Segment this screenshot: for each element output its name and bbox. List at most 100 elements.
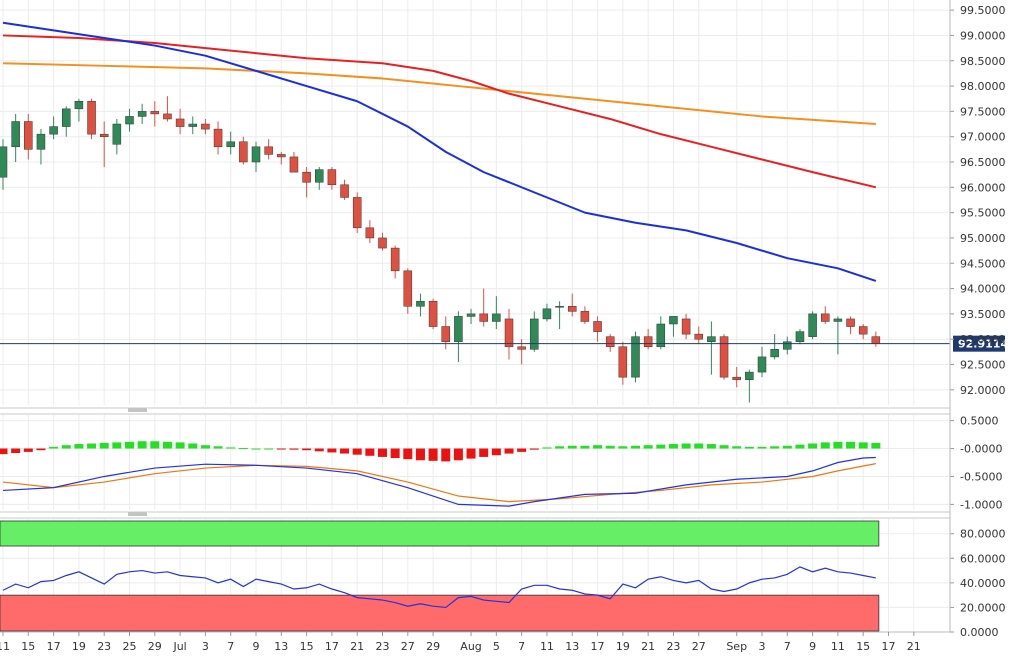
macd-histogram [0,441,881,462]
candle-body [871,336,881,344]
candle-body [466,313,476,317]
candle-body [707,336,716,342]
histogram-bar [795,444,805,449]
candle-body [656,323,666,348]
histogram-bar [428,448,438,461]
candle-body [669,316,678,325]
y-tick-label: 99.5000 [960,4,1006,17]
histogram-bar [175,442,185,449]
candle-body [226,141,235,148]
candle-body [365,227,375,239]
candle-body [504,318,514,348]
candle-body [302,171,311,183]
candle-body [188,123,197,127]
last-price-tag: 92.9114 [953,335,1008,352]
candle-body [99,133,109,137]
candle-body [428,300,438,327]
x-tick-label: 7 [784,640,791,653]
time-axis-ticks[interactable]: 11 15 17 19 23 25 29 Jul 3 7 9 13 15 17 21 23 27 29 Aug 5 7 1… [0,632,921,653]
y-tick-label: 92.0000 [960,384,1006,397]
x-tick-label: 11 [540,640,554,653]
candle-body [251,146,261,163]
candle-body [530,318,539,350]
candle-body [163,113,172,120]
x-tick-label: 11 [0,640,10,653]
histogram-bar [567,445,577,449]
histogram-bar [808,443,818,449]
candle-body [770,349,779,358]
price-panel[interactable]: 92.9114 99.5000 99.0000 98.5000 98.0000 97.5… [0,0,1008,405]
x-tick-label: 19 [72,640,86,653]
histogram-bar [61,445,71,449]
candle-body [757,356,767,373]
histogram-bar [36,448,46,451]
histogram-bar [833,441,843,449]
histogram-bar [276,448,286,450]
x-tick-label: 25 [123,640,137,653]
candle-body [201,123,210,130]
y-tick-label: -1.0000 [960,498,1002,511]
candle-body [327,169,337,186]
y-tick-label: 92.5000 [960,359,1006,372]
x-tick-label: 17 [591,640,605,653]
price-gridlines [0,9,950,391]
histogram-bar [694,443,704,449]
candle-body [454,316,463,342]
histogram-bar [618,446,628,449]
candle-body [24,121,33,150]
histogram-bar [656,444,666,449]
price-axis-ticks: 99.5000 99.0000 98.5000 98.0000 97.5000 97.00… [950,4,1006,397]
candle-body [846,318,855,327]
candle-body [36,133,46,150]
candle-body [277,154,286,158]
macd-panel[interactable]: 0.5000 -0.0000 -0.5000 -1.0000 [0,415,1002,512]
rsi-oversold-zone [0,594,880,632]
rsi-panel[interactable]: 80.0000 60.0000 40.0000 20.0000 0.0000 [0,519,1006,639]
histogram-bar [99,442,109,449]
x-tick-label: 27 [401,640,415,653]
x-tick-label: 19 [616,640,630,653]
histogram-bar [314,448,324,452]
x-tick-label: 15 [300,640,314,653]
candle-body [618,346,628,378]
histogram-bar [390,448,400,459]
x-tick-label: 7 [518,640,525,653]
candle-body [87,101,96,135]
x-tick-label: 21 [641,640,655,653]
splitter-2[interactable] [0,511,950,519]
y-tick-label: 98.0000 [960,80,1006,93]
sma-mid-line [2,34,877,189]
candle-body [239,141,248,163]
candle-body [643,336,653,348]
x-tick-label: 23 [376,640,390,653]
y-tick-label: 0.0000 [960,626,999,639]
candle-body [289,156,299,173]
histogram-bar [668,444,678,449]
splitter-grip-bg [128,512,148,516]
histogram-bar [0,448,8,455]
histogram-bar [415,448,425,461]
last-price-badge [953,335,1005,352]
candle-body [49,126,58,135]
histogram-bar [517,448,527,452]
candle-body [681,318,691,335]
histogram-bar [466,448,476,459]
y-tick-label: 93.5000 [960,308,1006,321]
candlestick-series [0,96,881,403]
x-tick-label: Jul [172,640,186,653]
splitter-1[interactable] [0,407,950,415]
candle-body [479,313,488,322]
macd-fast-line [2,456,876,507]
histogram-bar [491,448,501,456]
histogram-bar [162,441,172,449]
candle-body [631,336,640,378]
histogram-bar [846,441,856,449]
y-tick-label: -0.0000 [960,443,1002,456]
candle-body [719,336,729,378]
histogram-bar [327,448,337,453]
histogram-bar [605,445,615,449]
candle-body [390,247,400,272]
candle-body [175,118,185,127]
candle-body [213,128,223,148]
